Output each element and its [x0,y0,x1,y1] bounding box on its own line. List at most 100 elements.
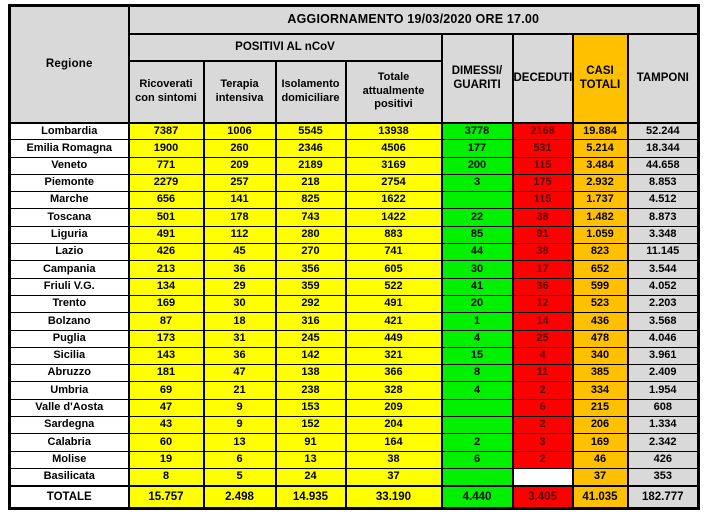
cell-casi-totali: 46 [571,450,629,469]
cell-isolamento: 270 [274,243,347,262]
cell-terapia: 260 [202,139,277,158]
cell-dimessi: 15 [440,346,514,366]
cell-casi-totali: 478 [571,329,629,348]
cell-ricoverati: 8 [127,467,205,487]
cell-dimessi: 177 [440,139,514,158]
cell-casi-totali: 1.059 [571,225,629,245]
cell-deceduti [511,467,574,487]
table-row: Sicilia 143 36 142 321 15 4 340 3.961 [8,346,700,366]
total-deceduti: 3.405 [511,484,574,510]
cell-terapia: 21 [202,381,277,400]
cell-isolamento: 218 [274,173,347,193]
cell-deceduti: 115 [511,191,574,210]
cell-terapia: 6 [202,450,277,469]
cell-totale-positivi: 491 [344,294,443,314]
cell-tamponi: 18.344 [626,139,700,158]
cell-totale-positivi: 13938 [344,121,443,141]
cell-deceduti: 175 [511,173,574,193]
cell-casi-totali: 652 [571,260,629,279]
cell-tamponi: 4.512 [626,191,700,210]
cell-dimessi: 4 [440,329,514,348]
cell-isolamento: 316 [274,312,347,331]
cell-totale-positivi: 449 [344,329,443,348]
region-cell: Friuli V.G. [8,277,130,296]
table-row: Veneto 771 209 2189 3169 200 115 3.484 44.658 [8,156,700,175]
region-cell: Emilia Romagna [8,139,130,158]
cell-tamponi: 3.544 [626,260,700,279]
cell-tamponi: 4.052 [626,277,700,296]
cell-terapia: 47 [202,364,277,383]
cell-isolamento: 13 [274,450,347,469]
total-dimessi: 4.440 [440,484,514,510]
cell-totale-positivi: 2754 [344,173,443,193]
header-dimessi-guariti: DIMESSI/ GUARITI [440,32,514,124]
cell-casi-totali: 215 [571,398,629,418]
cell-casi-totali: 1.737 [571,191,629,210]
cell-ricoverati: 47 [127,398,205,418]
cell-isolamento: 245 [274,329,347,348]
cell-totale-positivi: 3169 [344,156,443,175]
cell-terapia: 36 [202,260,277,279]
header-casi-totali: CASI TOTALI [571,32,629,124]
cell-isolamento: 238 [274,381,347,400]
total-ricoverati: 15.757 [127,484,205,510]
cell-ricoverati: 173 [127,329,205,348]
cell-totale-positivi: 883 [344,225,443,245]
header-regione: Regione [8,4,130,124]
header-ricoverati: Ricoverati con sintomi [127,59,205,124]
cell-dimessi: 1 [440,312,514,331]
cell-tamponi: 44.658 [626,156,700,175]
table-row: Puglia 173 31 245 449 4 25 478 4.046 [8,329,700,348]
cell-casi-totali: 2.932 [571,173,629,193]
cell-ricoverati: 169 [127,294,205,314]
cell-isolamento: 91 [274,433,347,452]
cell-dimessi: 22 [440,208,514,227]
cell-totale-positivi: 204 [344,416,443,435]
cell-dimessi: 200 [440,156,514,175]
cell-dimessi: 2 [440,433,514,452]
total-row: TOTALE 15.757 2.498 14.935 33.190 4.440 … [8,484,700,510]
region-cell: Basilicata [8,467,130,487]
cell-totale-positivi: 321 [344,346,443,366]
cell-dimessi: 6 [440,450,514,469]
cell-terapia: 31 [202,329,277,348]
total-totale-positivi: 33.190 [344,484,443,510]
cell-casi-totali: 436 [571,312,629,331]
cell-deceduti: 2 [511,416,574,435]
table-row: Toscana 501 178 743 1422 22 38 1.482 8.873 [8,208,700,227]
table-row: Sardegna 43 9 152 204 2 206 1.334 [8,416,700,435]
cell-totale-positivi: 38 [344,450,443,469]
cell-ricoverati: 60 [127,433,205,452]
cell-ricoverati: 69 [127,381,205,400]
cell-ricoverati: 43 [127,416,205,435]
total-label-cell: TOTALE [8,484,130,510]
region-cell: Marche [8,191,130,210]
cell-ricoverati: 501 [127,208,205,227]
table-row: Abruzzo 181 47 138 366 8 11 385 2.409 [8,364,700,383]
cell-isolamento: 825 [274,191,347,210]
cell-ricoverati: 491 [127,225,205,245]
cell-deceduti: 2 [511,381,574,400]
cell-terapia: 30 [202,294,277,314]
cell-dimessi [440,467,514,487]
cell-ricoverati: 19 [127,450,205,469]
cell-terapia: 9 [202,398,277,418]
table-row: Campania 213 36 356 605 30 17 652 3.544 [8,260,700,279]
region-cell: Toscana [8,208,130,227]
total-tamponi: 182.777 [626,484,700,510]
cell-tamponi: 4.046 [626,329,700,348]
table-row: Molise 19 6 13 38 6 2 46 426 [8,450,700,469]
region-cell: Puglia [8,329,130,348]
cell-terapia: 36 [202,346,277,366]
cell-terapia: 257 [202,173,277,193]
cell-deceduti: 3 [511,433,574,452]
table-row: Calabria 60 13 91 164 2 3 169 2.342 [8,433,700,452]
cell-deceduti: 2 [511,450,574,469]
cell-terapia: 112 [202,225,277,245]
cell-ricoverati: 771 [127,156,205,175]
cell-tamponi: 52.244 [626,121,700,141]
cell-isolamento: 280 [274,225,347,245]
header-tamponi: TAMPONI [626,32,700,124]
cell-dimessi: 4 [440,381,514,400]
table-row: Trento 169 30 292 491 20 12 523 2.203 [8,294,700,314]
